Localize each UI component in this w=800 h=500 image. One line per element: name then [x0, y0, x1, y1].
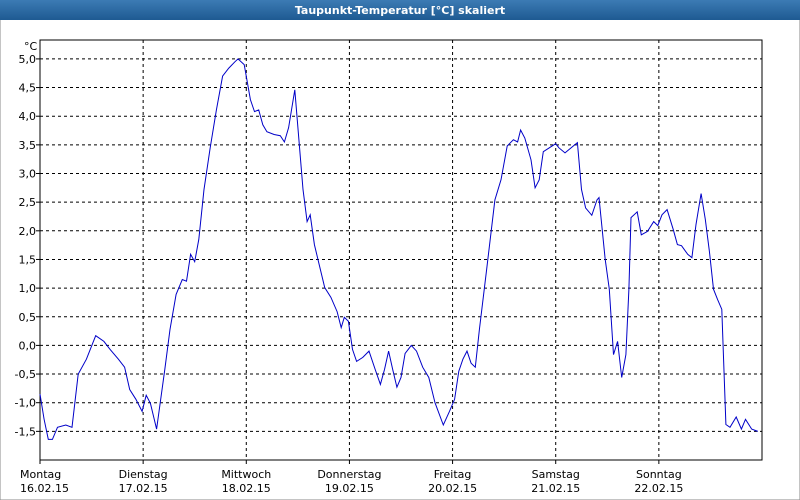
y-tick-label: 0,0 [19, 339, 37, 352]
y-tick-label: 0,5 [19, 311, 37, 324]
x-tick-label: 17.02.15 [119, 482, 168, 495]
y-tick-label: -1,0 [15, 397, 36, 410]
x-tick-label: Freitag [434, 468, 472, 481]
x-tick-label: Sonntag [636, 468, 682, 481]
x-tick-label: 22.02.15 [634, 482, 683, 495]
x-tick-label: Mittwoch [221, 468, 271, 481]
y-tick-label: 2,0 [19, 225, 37, 238]
chart-title: Taupunkt-Temperatur [°C] skaliert [295, 4, 505, 17]
y-tick-label: 3,5 [19, 139, 37, 152]
x-tick-label: Dienstag [119, 468, 168, 481]
y-tick-label: 5,0 [19, 53, 37, 66]
x-tick-label: 19.02.15 [325, 482, 374, 495]
y-tick-label: 3,0 [19, 168, 37, 181]
x-tick-label: Montag [20, 468, 61, 481]
x-tick-label: Samstag [532, 468, 580, 481]
x-tick-label: 21.02.15 [531, 482, 580, 495]
y-tick-label: 2,5 [19, 196, 37, 209]
x-tick-label: Donnerstag [317, 468, 381, 481]
y-tick-label: 4,5 [19, 82, 37, 95]
x-tick-label: 18.02.15 [222, 482, 271, 495]
plot-frame [39, 39, 763, 461]
y-unit: °C [24, 40, 38, 53]
y-tick-label: -0,5 [15, 368, 36, 381]
y-tick-label: 4,0 [19, 110, 37, 123]
y-tick-label: -1,5 [15, 425, 36, 438]
line [39, 58, 759, 440]
x-tick-label: 20.02.15 [428, 482, 477, 495]
y-tick-label: 1,5 [19, 253, 37, 266]
title-bar [0, 0, 800, 20]
x-tick-label: 16.02.15 [20, 482, 69, 495]
y-tick-label: 1,0 [19, 282, 37, 295]
